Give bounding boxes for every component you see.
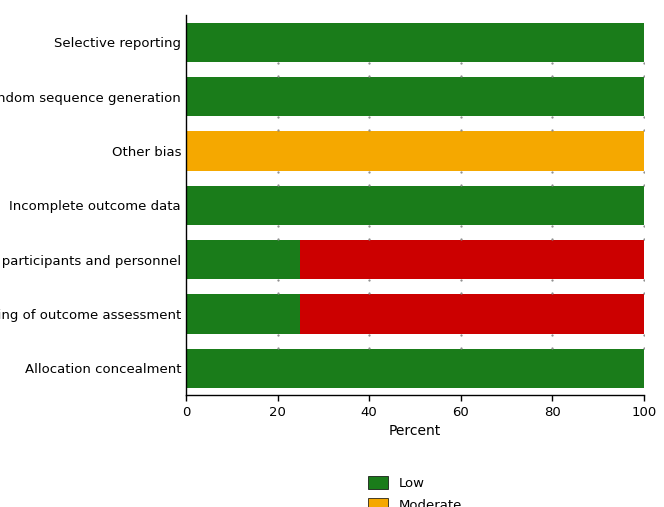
- Bar: [186, 240, 300, 279]
- Bar: [186, 131, 644, 170]
- X-axis label: Percent: Percent: [389, 424, 441, 439]
- Bar: [300, 240, 644, 279]
- Bar: [186, 349, 644, 388]
- Bar: [186, 295, 300, 334]
- Bar: [186, 186, 644, 225]
- Bar: [300, 295, 644, 334]
- Bar: [186, 23, 644, 62]
- Legend: Low, Moderate, High: Low, Moderate, High: [363, 470, 467, 507]
- Bar: [186, 77, 644, 116]
